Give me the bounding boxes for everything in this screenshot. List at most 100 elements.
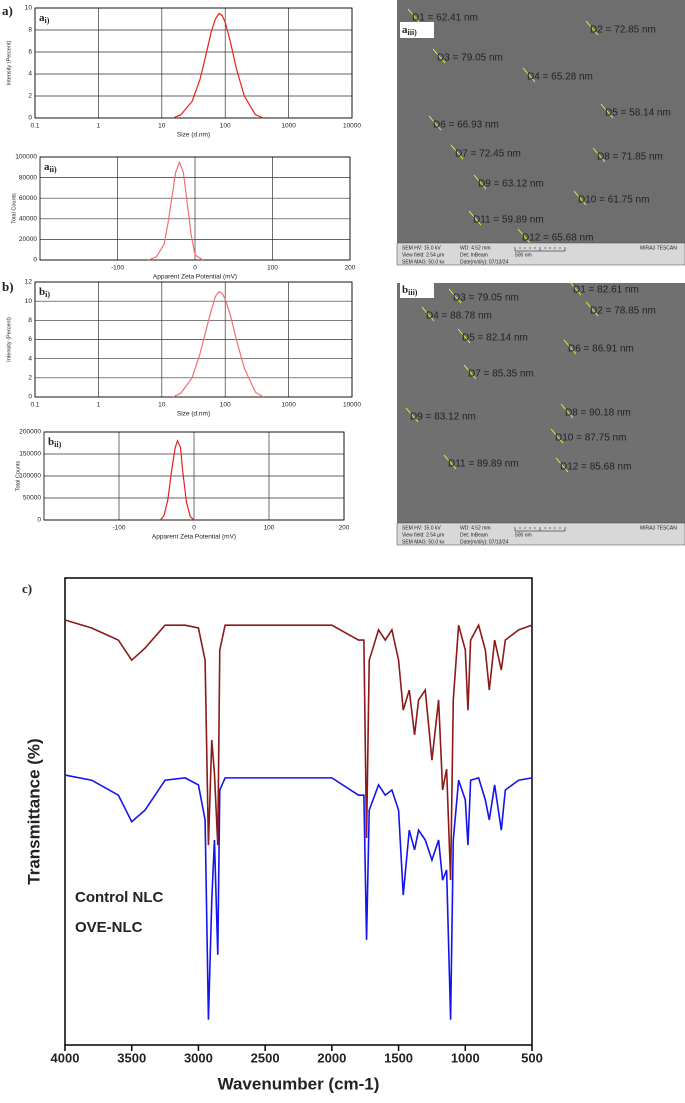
measure-line: [522, 67, 536, 83]
info-bar: [396, 522, 685, 546]
info-text: SEM HV: 15.0 kV: [402, 525, 441, 531]
info-text: Det: InBeam: [460, 532, 488, 538]
measurement-label: D11 = 59.89 nm: [473, 215, 544, 226]
x-tick-label: 0: [192, 525, 196, 532]
plot-frame: [34, 7, 353, 119]
x-tick-label: 4000: [51, 1050, 80, 1065]
panel-sub: ii): [50, 165, 57, 174]
measurement-label: D4 = 88.78 nm: [426, 311, 492, 322]
y-tick-label: 2: [28, 375, 32, 382]
panel-letter: b: [48, 436, 54, 448]
data-line: [172, 290, 264, 398]
measurement-label: D5 = 58.14 nm: [605, 108, 671, 119]
y-tick-label: 4: [28, 71, 32, 78]
measure-line: [405, 407, 419, 423]
measurement-label: D2 = 78.85 nm: [590, 306, 656, 317]
x-tick-label: 10: [158, 123, 166, 130]
x-axis-title: Size (d.nm): [177, 411, 210, 418]
info-text: MIRA3 TESCAN: [640, 525, 677, 531]
x-tick-label: 200: [339, 525, 350, 532]
measurement-label: D12 = 65.68 nm: [522, 233, 593, 244]
info-text: SEM MAG: 50.0 kx: [402, 259, 445, 265]
panel-label: ai): [39, 12, 50, 25]
x-tick-label: 1500: [384, 1050, 413, 1065]
measurement-label: D12 = 85.68 nm: [560, 462, 631, 473]
y-tick-label: 100000: [19, 473, 41, 480]
x-tick-label: 10: [158, 402, 166, 409]
y-tick-label: 40000: [19, 216, 37, 223]
x-tick-label: 2000: [317, 1050, 346, 1065]
measure-line: [457, 328, 471, 344]
panel-label: bi): [39, 286, 50, 299]
measure-line: [560, 403, 574, 419]
y-tick-label: 0: [28, 394, 32, 401]
data-line: [172, 12, 264, 119]
measurement-label: D10 = 61.75 nm: [578, 195, 649, 206]
measure-line: [448, 288, 462, 304]
y-tick-label: 10: [25, 298, 33, 305]
measurement-label: D1 = 82.61 nm: [573, 285, 639, 296]
measurement-label: D11 = 89.89 nm: [448, 459, 519, 470]
measurement-label: D1 = 62.41 nm: [412, 13, 478, 24]
measure-line: [555, 457, 569, 473]
measurement-label: D9 = 63.12 nm: [478, 179, 544, 190]
y-tick-label: 100000: [15, 154, 37, 161]
y-tick-label: 12: [25, 279, 33, 286]
figure-label: a): [2, 3, 13, 18]
measure-line: [550, 428, 564, 444]
plot-frame: [39, 156, 351, 261]
measurement-label: D7 = 85.35 nm: [468, 369, 534, 380]
sem-image: [397, 0, 685, 265]
panel-label-box: [400, 282, 434, 298]
x-tick-label: 0.1: [30, 123, 39, 130]
measure-line: [432, 48, 446, 64]
legend-label: OVE-NLC: [75, 919, 143, 936]
measurement-label: D10 = 87.75 nm: [555, 433, 626, 444]
figure-label: c): [22, 581, 32, 596]
y-tick-label: 50000: [23, 495, 41, 502]
panel-sub: iii): [408, 288, 418, 297]
panel-label: biii): [402, 284, 418, 297]
y-tick-label: 6: [28, 49, 32, 56]
data-line: [64, 774, 533, 1020]
measure-line: [573, 190, 587, 206]
figure-label: b): [2, 279, 14, 294]
measure-line: [585, 20, 599, 36]
x-tick-label: -100: [112, 525, 125, 532]
x-tick-label: 10000: [343, 123, 361, 130]
measure-line: [443, 454, 457, 470]
panel-label: bii): [48, 436, 62, 449]
info-text: Date(m/d/y): 07/13/24: [460, 539, 509, 545]
y-tick-label: 20000: [19, 236, 37, 243]
panel-label: aiii): [402, 24, 417, 37]
measure-line: [463, 364, 477, 380]
x-tick-label: 100: [220, 402, 231, 409]
measure-line: [473, 174, 487, 190]
info-text: 500 nm: [515, 252, 532, 258]
y-tick-label: 60000: [19, 195, 37, 202]
x-tick-label: 100: [264, 525, 275, 532]
measurement-label: D2 = 72.85 nm: [590, 25, 656, 36]
panel-label-box: [400, 22, 434, 38]
y-axis-title: Total Counts: [11, 193, 17, 224]
x-tick-label: 10000: [343, 402, 361, 409]
info-text: Det: InBeam: [460, 252, 488, 258]
x-tick-label: 1: [97, 123, 101, 130]
x-axis-title: Size (d.nm): [177, 132, 210, 139]
y-tick-label: 200000: [19, 429, 41, 436]
measurement-label: D3 = 79.05 nm: [437, 53, 503, 64]
measure-line: [592, 147, 606, 163]
x-tick-label: 3000: [184, 1050, 213, 1065]
y-axis-title: Transmittance (%): [24, 738, 43, 884]
legend-label: Control NLC: [75, 889, 163, 906]
y-axis-title: Total Counts: [15, 460, 21, 491]
measurement-label: D7 = 72.45 nm: [455, 149, 521, 160]
measure-line: [428, 115, 442, 131]
panel-letter: a: [402, 24, 408, 36]
y-tick-label: 150000: [19, 451, 41, 458]
measurement-label: D6 = 86.91 nm: [568, 344, 634, 355]
x-axis-title: Apparent Zeta Potential (mV): [153, 274, 237, 281]
measurement-label: D9 = 83.12 nm: [410, 412, 476, 423]
info-text: 500 nm: [515, 532, 532, 538]
